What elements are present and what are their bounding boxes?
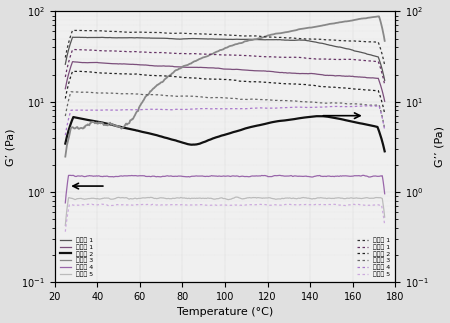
X-axis label: Temperature (°C): Temperature (°C) — [177, 307, 273, 318]
Y-axis label: G’ (Pa): G’ (Pa) — [5, 128, 16, 166]
Legend: 比较例 1, 实验例 1, 实验例 2, 实验例 3, 实验例 4, 实验例 5: 比较例 1, 实验例 1, 实验例 2, 实验例 3, 实验例 4, 实验例 5 — [58, 235, 95, 279]
Legend: 比较例 1, 实验例 1, 实验例 2, 实验例 3, 实验例 4, 实验例 5: 比较例 1, 实验例 1, 实验例 2, 实验例 3, 实验例 4, 实验例 5 — [355, 235, 392, 279]
Y-axis label: G’’ (Pa): G’’ (Pa) — [434, 126, 445, 167]
